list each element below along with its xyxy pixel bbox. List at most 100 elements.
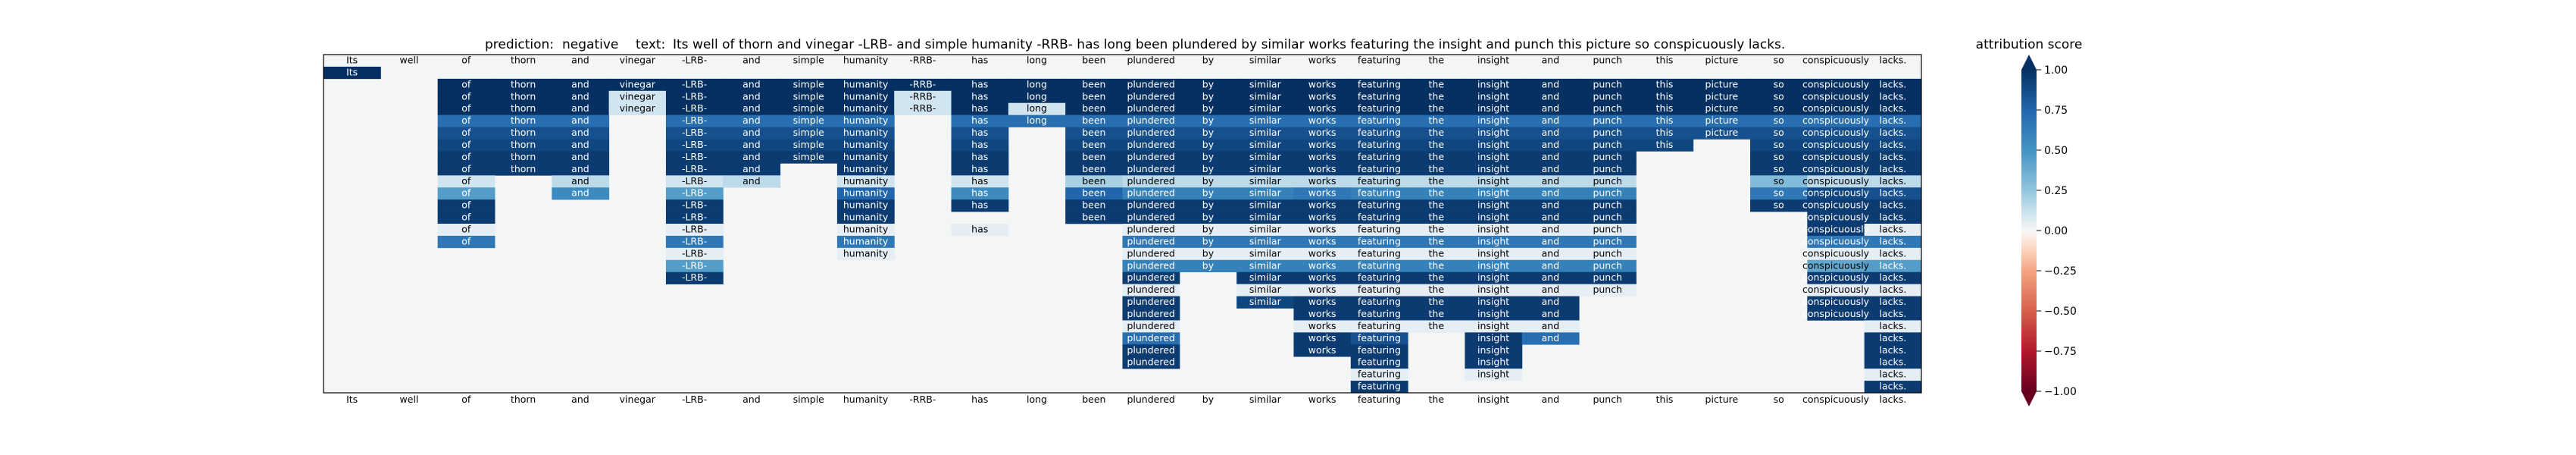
heatmap-cell-label: long: [1027, 102, 1047, 114]
heatmap-cell: [1293, 127, 1352, 140]
heatmap-cell: [1179, 78, 1237, 92]
heatmap-cell: [1521, 102, 1580, 115]
heatmap-cell-label: thorn: [511, 151, 536, 162]
heatmap-cell: [1693, 102, 1751, 115]
heatmap-cell-label: works: [1308, 163, 1336, 174]
heatmap-cell-label: humanity: [843, 90, 889, 102]
heatmap-cell: [1864, 212, 1922, 224]
heatmap-cell-label: of: [461, 102, 471, 114]
heatmap-cell-label: humanity: [843, 151, 889, 162]
heatmap-cell-label: lacks.: [1879, 259, 1906, 271]
heatmap-cell: [494, 151, 552, 164]
heatmap-cell-label: and: [1542, 115, 1560, 126]
heatmap-cell: [1807, 271, 1865, 284]
heatmap-cell-label: of: [461, 223, 471, 234]
heatmap-cell-label: and: [571, 78, 589, 89]
heatmap-cell-label: by: [1202, 78, 1215, 89]
heatmap-cell-label: thorn: [511, 163, 536, 174]
heatmap-cell: [1864, 127, 1922, 140]
heatmap-cell-label: the: [1429, 78, 1445, 89]
heatmap-cell-label: by: [1202, 175, 1215, 187]
x-tick-label: punch: [1593, 394, 1622, 405]
heatmap-cell: [836, 139, 895, 152]
heatmap-cell-label: humanity: [843, 199, 889, 211]
heatmap-cell: [494, 139, 552, 152]
heatmap-cell-label: insight: [1477, 151, 1509, 162]
heatmap-cell-label: similar: [1249, 127, 1282, 138]
heatmap-cell: [1350, 259, 1408, 273]
heatmap-cell: [552, 102, 610, 115]
heatmap-cell: [1293, 308, 1352, 321]
heatmap-cell: [1350, 102, 1408, 115]
heatmap-cell-label: humanity: [843, 247, 889, 259]
heatmap-cell: [1350, 271, 1408, 284]
heatmap-cell-label: plundered: [1127, 127, 1174, 138]
heatmap-cell-label: insight: [1477, 212, 1509, 223]
heatmap-cell: [1008, 90, 1066, 104]
heatmap-cell-label: plundered: [1127, 115, 1174, 126]
heatmap-cell-label: been: [1082, 212, 1105, 223]
heatmap-cell: [608, 90, 667, 104]
heatmap-cell: [1293, 163, 1352, 176]
heatmap-cell: [836, 115, 895, 127]
heatmap-cell-label: conspicuously: [1802, 259, 1870, 271]
heatmap-cell-label: insight: [1477, 115, 1509, 126]
x-tick-label: of: [461, 394, 471, 405]
colorbar-tick-label: −0.50: [2044, 306, 2077, 318]
heatmap-cell: [836, 235, 895, 249]
heatmap-cell-label: conspicuously: [1802, 54, 1870, 65]
heatmap-cell: [1293, 199, 1352, 212]
heatmap-cell-label: the: [1429, 127, 1445, 138]
heatmap-cell: [1293, 320, 1352, 333]
colorbar: attribution score 1.00 0.75 0.50 0.25 0.00 −0…: [1976, 37, 2082, 406]
heatmap-cell: [1122, 139, 1180, 152]
heatmap-cell-label: featuring: [1358, 369, 1401, 380]
heatmap-cell-label: humanity: [843, 175, 889, 187]
heatmap-cell-label: conspicuously: [1802, 175, 1870, 187]
heatmap-cell: [1236, 102, 1294, 115]
heatmap-cell-label: and: [571, 90, 589, 102]
heatmap-cell: [1408, 127, 1465, 140]
heatmap-cell: [1408, 224, 1465, 237]
heatmap-cell: [1179, 163, 1237, 176]
heatmap-cell-label: insight: [1477, 223, 1509, 234]
heatmap-cell-label: simple: [793, 151, 825, 162]
heatmap-cell-label: featuring: [1358, 139, 1401, 150]
heatmap-cell: [1864, 381, 1922, 394]
heatmap-cell: [1122, 175, 1180, 188]
heatmap-cell-label: featuring: [1358, 356, 1401, 368]
heatmap-cell: [836, 199, 895, 212]
heatmap-cell: [723, 115, 781, 127]
heatmap-cell-label: and: [1542, 296, 1560, 307]
heatmap-cell-label: works: [1308, 235, 1336, 246]
heatmap-cell: [665, 271, 724, 284]
heatmap-cell: [1293, 224, 1352, 237]
heatmap-cell: [1236, 296, 1294, 309]
heatmap-cell: [1350, 175, 1408, 188]
heatmap-cell-label: works: [1308, 223, 1336, 234]
heatmap-cell: [437, 199, 496, 212]
heatmap-cell: [836, 247, 895, 261]
heatmap-cell-label: plundered: [1127, 212, 1174, 223]
heatmap-cell: [1579, 271, 1637, 284]
x-tick-label: long: [1027, 394, 1047, 405]
heatmap-cell-label: featuring: [1358, 223, 1401, 234]
heatmap-cell: [1293, 139, 1352, 152]
heatmap-cell-label: has: [971, 78, 988, 89]
heatmap-cell-label: conspicuously: [1802, 199, 1870, 211]
heatmap-cell: [1179, 235, 1237, 249]
heatmap-cell: [1350, 224, 1408, 237]
heatmap-cell-label: works: [1308, 320, 1336, 331]
heatmap-cell-label: been: [1082, 187, 1105, 199]
heatmap-cell-label: of: [461, 78, 471, 89]
heatmap-cell-label: insight: [1477, 175, 1509, 187]
heatmap-cell-label: similar: [1249, 54, 1282, 65]
heatmap-cell-label: and: [1542, 127, 1560, 138]
heatmap-cell: [1122, 235, 1180, 249]
heatmap-cell-label: long: [1027, 78, 1047, 89]
heatmap-cell-label: works: [1308, 54, 1336, 65]
heatmap-cell-label: the: [1429, 90, 1445, 102]
heatmap-cell: [1408, 187, 1465, 200]
heatmap-cell-label: featuring: [1358, 381, 1401, 392]
heatmap-cell-label: of: [461, 187, 471, 199]
